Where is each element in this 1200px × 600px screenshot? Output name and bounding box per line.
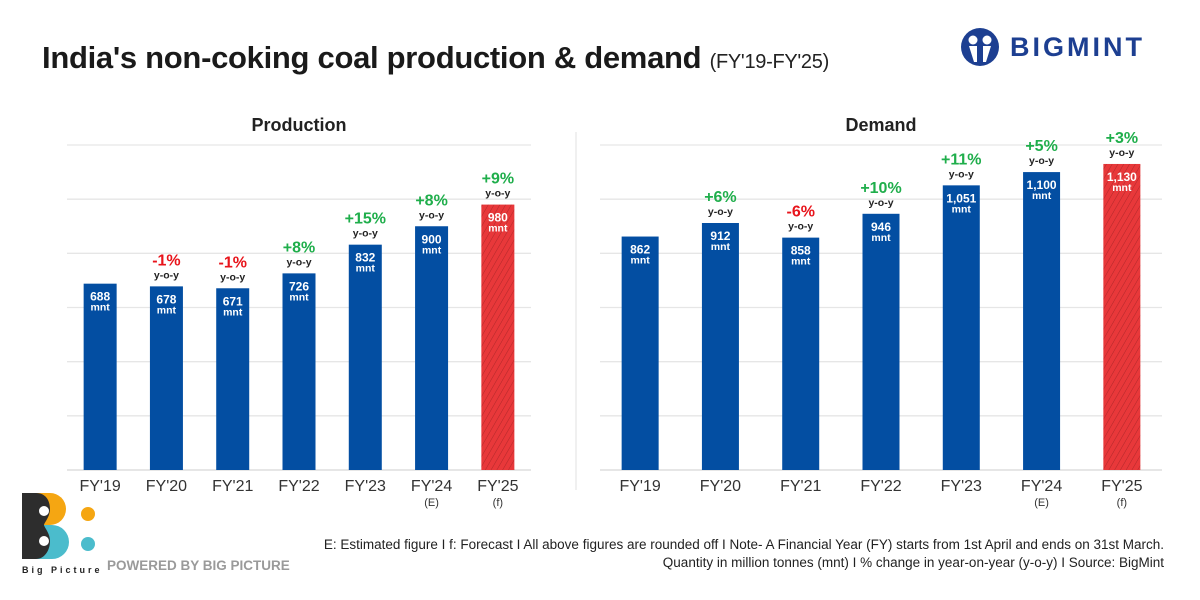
bar-production <box>149 286 183 470</box>
x-tick-label: FY'20 <box>700 478 741 495</box>
bar-production <box>348 244 382 470</box>
yoy-change-label: +3% <box>1106 130 1138 147</box>
yoy-caption: y-o-y <box>419 209 444 221</box>
bar-production <box>481 204 515 471</box>
title-period: (FY'19-FY'25) <box>709 51 830 73</box>
bar-value-label: 1,130 <box>1107 170 1137 184</box>
yoy-caption: y-o-y <box>286 256 311 268</box>
bar-unit-label: mnt <box>1032 190 1052 202</box>
yoy-caption: y-o-y <box>1029 155 1054 167</box>
yoy-caption: y-o-y <box>353 228 378 240</box>
bar-unit-label: mnt <box>711 241 731 253</box>
powered-by: POWERED BY BIG PICTURE <box>107 558 290 573</box>
x-tick-note: (f) <box>1117 497 1127 509</box>
x-tick-label: FY'22 <box>278 478 319 495</box>
bigmint-wordmark: BIGMINT <box>1010 31 1145 62</box>
x-tick-label: FY'25 <box>1101 478 1142 495</box>
panel-title: Demand <box>845 115 916 135</box>
bar-value-label: 688 <box>90 290 110 304</box>
yoy-change-label: +10% <box>860 180 901 197</box>
x-tick-note: (E) <box>424 497 439 509</box>
bar-value-label: 726 <box>289 279 309 293</box>
bar-demand <box>1103 163 1141 471</box>
bar-unit-label: mnt <box>422 244 442 256</box>
x-tick-label: FY'21 <box>780 478 821 495</box>
yoy-caption: y-o-y <box>949 168 974 180</box>
yoy-change-label: +15% <box>345 211 386 228</box>
x-tick-label: FY'19 <box>619 478 660 495</box>
bar-unit-label: mnt <box>871 232 891 244</box>
yoy-caption: y-o-y <box>1109 147 1134 159</box>
yoy-change-label: +9% <box>482 171 514 188</box>
yoy-caption: y-o-y <box>708 206 733 218</box>
big-picture-logo-text: Big Picture <box>22 565 103 575</box>
bar-unit-label: mnt <box>91 302 111 314</box>
bar-value-label: 858 <box>791 244 811 258</box>
bar-demand <box>1023 172 1061 471</box>
bar-unit-label: mnt <box>157 304 177 316</box>
bar-value-label: 946 <box>871 220 891 234</box>
bar-value-label: 832 <box>355 251 375 265</box>
bar-unit-label: mnt <box>1112 182 1132 194</box>
bar-value-label: 678 <box>156 292 176 306</box>
bar-value-label: 912 <box>710 229 730 243</box>
bar-demand <box>862 213 900 470</box>
bar-unit-label: mnt <box>791 256 811 268</box>
bar-demand <box>782 237 820 470</box>
x-tick-label: FY'20 <box>146 478 187 495</box>
yoy-change-label: +8% <box>415 192 447 209</box>
yoy-change-label: +6% <box>704 189 736 206</box>
bar-unit-label: mnt <box>223 306 243 318</box>
footnote-line-2: Quantity in million tonnes (mnt) I % cha… <box>662 555 1164 570</box>
big-picture-logo <box>22 493 95 559</box>
yoy-caption: y-o-y <box>788 221 813 233</box>
bar-value-label: 980 <box>488 211 508 225</box>
x-tick-label: FY'24 <box>411 478 452 495</box>
bar-value-label: 671 <box>223 294 243 308</box>
title-text: India's non-coking coal production & dem… <box>42 40 702 75</box>
bar-value-label: 862 <box>630 243 650 257</box>
x-tick-note: (f) <box>493 497 503 509</box>
bigmint-people-icon <box>961 28 999 66</box>
yoy-change-label: +5% <box>1025 138 1057 155</box>
page-title: India's non-coking coal production & dem… <box>42 40 829 76</box>
bar-production <box>83 283 117 470</box>
yoy-change-label: -1% <box>152 252 180 269</box>
panel-title: Production <box>252 115 347 135</box>
yoy-caption: y-o-y <box>154 269 179 281</box>
bar-value-label: 900 <box>422 232 442 246</box>
x-tick-label: FY'22 <box>860 478 901 495</box>
yoy-change-label: +8% <box>283 239 315 256</box>
x-tick-label: FY'24 <box>1021 478 1062 495</box>
yoy-caption: y-o-y <box>868 197 893 209</box>
yoy-change-label: -1% <box>218 254 246 271</box>
x-tick-label: FY'25 <box>477 478 518 495</box>
x-tick-label: FY'23 <box>345 478 386 495</box>
yoy-caption: y-o-y <box>485 188 510 200</box>
bar-unit-label: mnt <box>289 291 309 303</box>
bar-production <box>216 288 250 470</box>
bar-demand <box>701 223 739 470</box>
bar-demand <box>621 236 659 470</box>
bar-production <box>282 273 316 470</box>
bar-demand <box>942 185 980 470</box>
x-tick-label: FY'23 <box>941 478 982 495</box>
yoy-caption: y-o-y <box>220 271 245 283</box>
bar-production <box>415 226 449 470</box>
bar-unit-label: mnt <box>952 203 972 215</box>
footnote-line-1: E: Estimated figure I f: Forecast I All … <box>323 537 1164 552</box>
bar-unit-label: mnt <box>488 223 508 235</box>
x-tick-label: FY'21 <box>212 478 253 495</box>
bigmint-logo: BIGMINT <box>960 27 1145 67</box>
bar-value-label: 1,100 <box>1027 178 1057 192</box>
bar-unit-label: mnt <box>356 263 376 275</box>
yoy-change-label: +11% <box>941 151 981 168</box>
x-tick-label: FY'19 <box>79 478 120 495</box>
x-tick-note: (E) <box>1034 497 1049 509</box>
bar-unit-label: mnt <box>631 255 651 267</box>
bar-value-label: 1,051 <box>946 191 976 205</box>
yoy-change-label: -6% <box>786 204 814 221</box>
